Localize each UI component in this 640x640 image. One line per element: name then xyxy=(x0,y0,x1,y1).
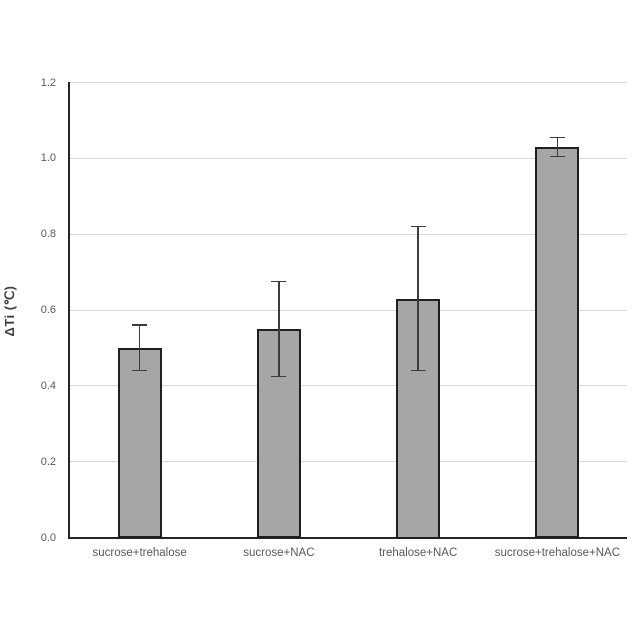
error-bar-cap-bottom xyxy=(549,155,565,158)
gridline xyxy=(70,309,627,311)
gridline xyxy=(70,157,627,159)
error-bar-line xyxy=(138,325,141,371)
gridline xyxy=(70,461,627,463)
error-bar-line xyxy=(278,281,280,377)
x-category-label: sucrose+trehalose+NAC xyxy=(494,547,621,559)
y-tick-label: 0.0 xyxy=(40,531,56,544)
x-category-label: sucrose+trehalose xyxy=(92,547,187,559)
error-bar-cap-top xyxy=(132,324,148,326)
x-category-label: sucrose+NAC xyxy=(243,547,315,559)
x-category-label: trehalose+NAC xyxy=(378,547,458,559)
y-tick-label: 0.2 xyxy=(40,455,56,468)
gridline xyxy=(70,385,627,387)
bar xyxy=(117,347,162,539)
error-bar-line xyxy=(417,226,419,371)
y-tick-label: 1.2 xyxy=(40,76,56,89)
error-bar-cap-bottom xyxy=(271,375,287,378)
y-tick-label: 0.6 xyxy=(40,304,56,316)
gridline xyxy=(70,82,627,83)
error-bar-line xyxy=(556,137,559,157)
error-bar-cap-top xyxy=(271,280,287,283)
error-bar-cap-bottom xyxy=(410,369,426,372)
y-axis-title: ΔTi (℃) xyxy=(2,285,17,337)
y-tick-label: 0.4 xyxy=(40,379,56,392)
x-axis-line xyxy=(68,536,627,539)
y-tick-label: 1.0 xyxy=(40,152,56,165)
y-axis-line xyxy=(68,82,70,539)
bar xyxy=(535,146,580,539)
error-bar-cap-bottom xyxy=(132,369,148,372)
error-bar-cap-top xyxy=(410,225,426,228)
gridline xyxy=(70,233,627,235)
y-tick-label: 0.8 xyxy=(40,228,56,241)
error-bar-cap-top xyxy=(549,136,565,139)
